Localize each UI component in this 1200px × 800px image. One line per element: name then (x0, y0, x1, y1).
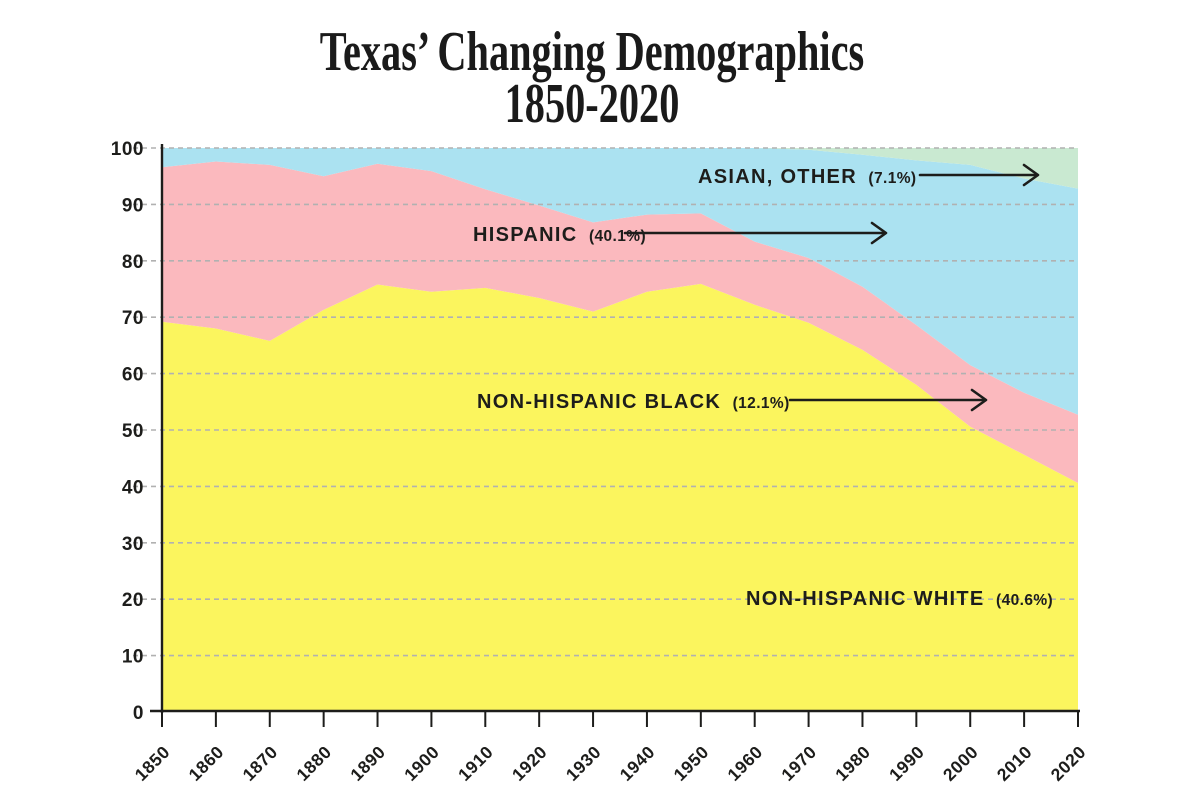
chart-title-line1: Texas’ Changing Demographics (319, 21, 865, 83)
arrow-head-hispanic (870, 221, 888, 245)
series-label-asian-other: ASIAN, OTHER (7.1%) (698, 166, 916, 189)
x-tick-label-1960: 1960 (723, 742, 766, 785)
x-axis-ticks-labels: 1850 1860 1870 1880 1890 1900 1910 1920 1930 1940… (131, 711, 1090, 785)
series-label-non-hispanic-white: NON-HISPANIC WHITE (40.6%) (746, 588, 1053, 611)
y-tick-label-100: 100 (111, 139, 144, 160)
series-label-non-hispanic-white-pct: (40.6%) (996, 592, 1054, 609)
x-tick-label-1910: 1910 (454, 742, 497, 785)
area-layer-hispanic (162, 148, 1078, 415)
x-tick-label-1980: 1980 (831, 742, 874, 785)
chart-title: Texas’ Changing Demographics 1850-2020 (166, 21, 1018, 135)
series-label-non-hispanic-white-text: NON-HISPANIC WHITE (746, 588, 985, 610)
x-tick-label-1940: 1940 (616, 742, 659, 785)
x-tick-label-2020: 2020 (1047, 742, 1090, 785)
y-tick-label-80: 80 (122, 252, 144, 273)
x-tick-label-1950: 1950 (670, 742, 713, 785)
series-label-non-hispanic-black-text: NON-HISPANIC BLACK (477, 391, 722, 413)
x-tick-label-2000: 2000 (939, 742, 982, 785)
y-tick-label-30: 30 (122, 534, 144, 555)
chart-title-line2: 1850-2020 (504, 73, 680, 135)
x-tick-label-1970: 1970 (777, 742, 820, 785)
y-tick-label-0: 0 (133, 703, 144, 724)
y-tick-label-70: 70 (122, 308, 144, 329)
x-tick-label-2010: 2010 (993, 742, 1036, 785)
area-layer-asian-other (162, 148, 1078, 189)
x-tick-label-1930: 1930 (562, 742, 605, 785)
axes (150, 144, 1080, 713)
series-label-asian-other-text: ASIAN, OTHER (698, 166, 857, 188)
arrow-head-black (970, 388, 988, 412)
area-layer-non-hispanic-white (162, 283, 1078, 712)
x-tick-label-1870: 1870 (239, 742, 282, 785)
series-label-hispanic-text: HISPANIC (473, 224, 578, 246)
annotation-arrows (623, 163, 1040, 412)
x-tick-label-1890: 1890 (346, 742, 389, 785)
y-tick-label-20: 20 (122, 590, 144, 611)
series-label-asian-other-pct: (7.1%) (868, 170, 917, 187)
x-tick-label-1900: 1900 (400, 742, 443, 785)
x-tick-label-1990: 1990 (885, 742, 928, 785)
y-tick-label-90: 90 (122, 195, 144, 216)
y-tick-label-50: 50 (122, 421, 144, 442)
arrow-head-asian (1022, 163, 1040, 187)
x-tick-label-1860: 1860 (185, 742, 228, 785)
x-tick-label-1880: 1880 (292, 742, 335, 785)
series-label-hispanic-pct: (40.1%) (588, 228, 647, 245)
y-tick-label-40: 40 (122, 477, 144, 498)
x-tick-label-1850: 1850 (131, 742, 174, 785)
series-label-hispanic: HISPANIC (40.1%) (473, 224, 646, 247)
y-tick-label-10: 10 (122, 647, 144, 668)
series-label-non-hispanic-black: NON-HISPANIC BLACK (12.1%) (477, 391, 790, 414)
y-tick-label-60: 60 (122, 365, 144, 386)
x-tick-label-1920: 1920 (508, 742, 551, 785)
series-label-non-hispanic-black-pct: (12.1%) (732, 395, 790, 412)
area-layers (162, 148, 1078, 712)
y-axis-labels: 0 10 20 30 40 50 60 70 80 90 100 (111, 139, 144, 724)
area-layer-non-hispanic-black (162, 161, 1078, 483)
gridlines (133, 147, 1078, 657)
